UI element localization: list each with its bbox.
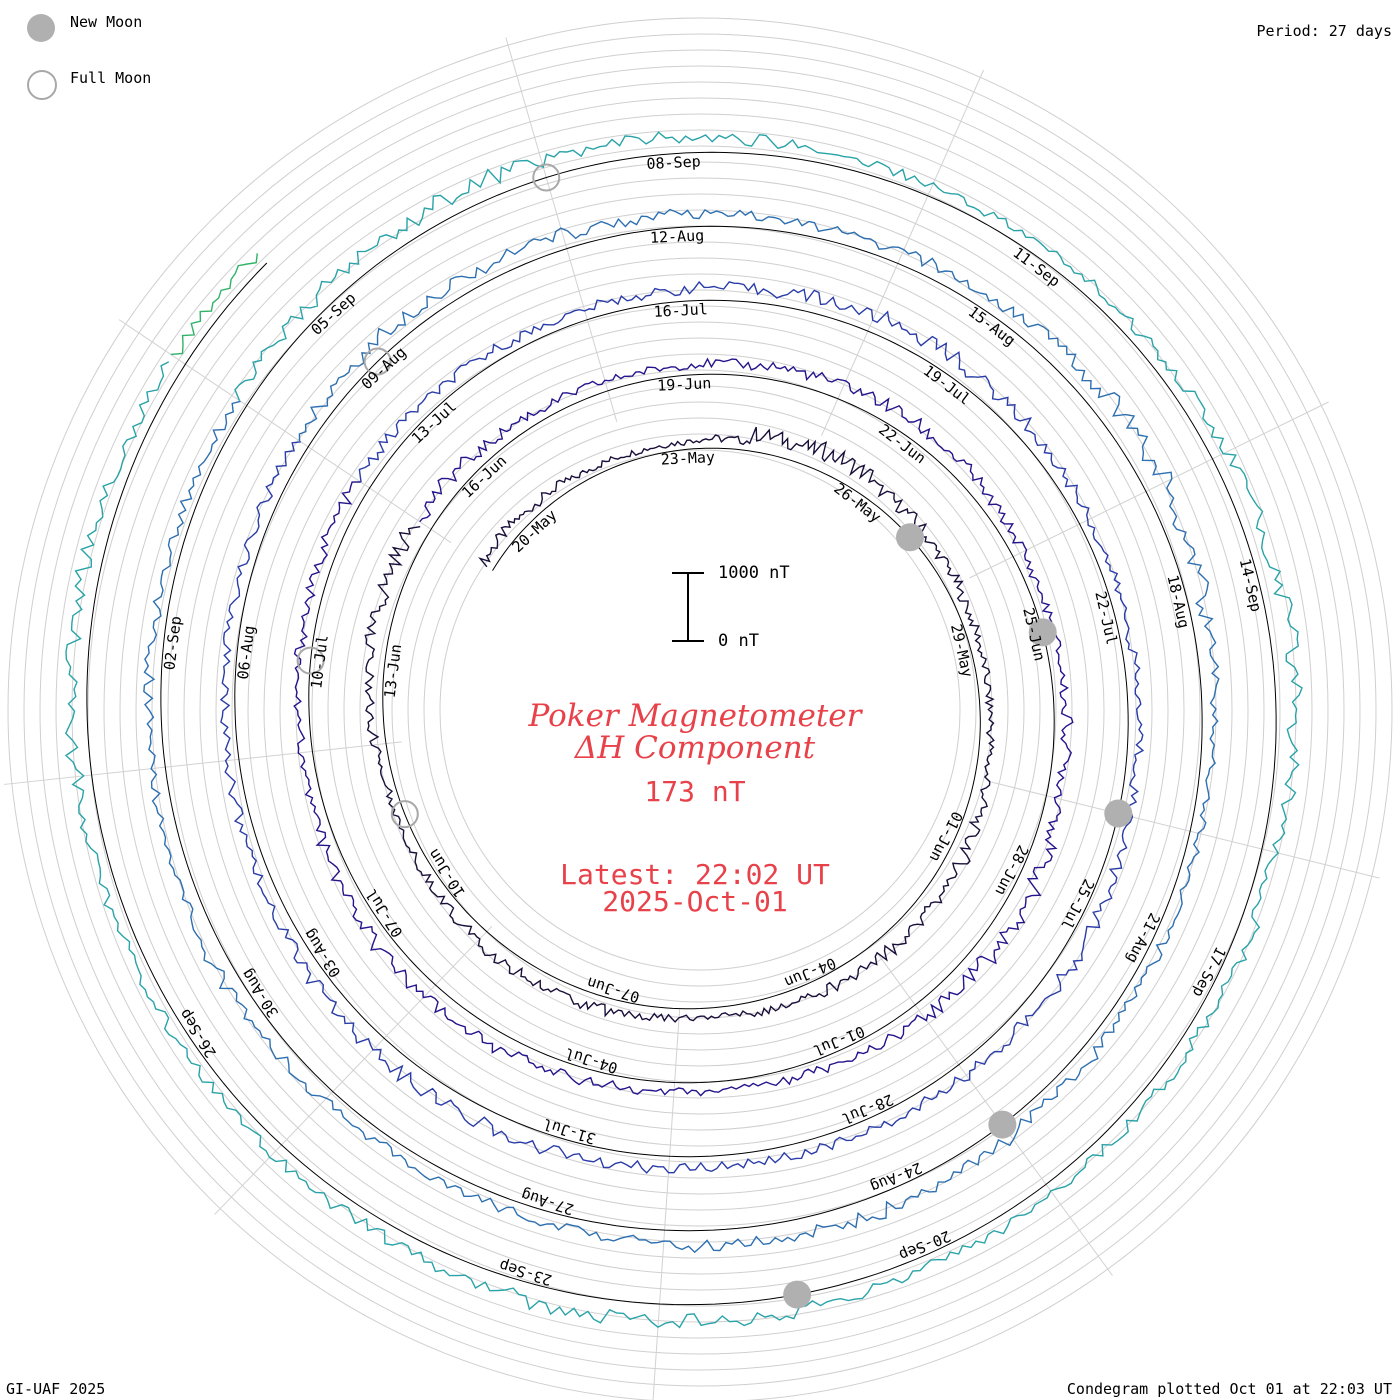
radial-spoke xyxy=(652,1009,681,1400)
new-moon-legend-label: New Moon xyxy=(70,13,143,31)
period-label: Period: 27 days xyxy=(1256,22,1392,40)
scale-bar xyxy=(672,572,704,642)
grid-circle xyxy=(167,177,1233,1243)
date-label: 12-Aug xyxy=(650,226,705,247)
date-label: 15-Aug xyxy=(965,303,1019,350)
grid-circle xyxy=(247,257,1153,1163)
grid-circle xyxy=(39,49,1361,1371)
grid-circle xyxy=(343,353,1057,1067)
date-label: 22-Jun xyxy=(875,420,929,467)
date-label: 01-Jun xyxy=(926,808,967,864)
date-label: 21-Aug xyxy=(1123,910,1164,966)
date-label: 26-May xyxy=(830,479,884,526)
new-moon-marker xyxy=(1028,618,1057,647)
activity-trace xyxy=(143,208,1220,1254)
grid-circle xyxy=(295,305,1105,1115)
radial-spoke xyxy=(505,37,618,422)
grid-circle xyxy=(439,449,961,971)
date-label: 10-Jul xyxy=(307,634,332,690)
grid-circle xyxy=(71,81,1329,1339)
grid-circle xyxy=(55,65,1345,1355)
grid-circle xyxy=(327,337,1073,1083)
date-label: 29-May xyxy=(947,622,977,679)
date-label: 20-May xyxy=(509,506,561,556)
full-moon-marker xyxy=(363,347,392,376)
grid-circle xyxy=(23,33,1377,1387)
date-label: 26-Sep xyxy=(176,1006,220,1061)
radial-spoke xyxy=(991,781,1380,879)
new-moon-marker xyxy=(783,1280,812,1309)
grid-circle xyxy=(151,161,1249,1259)
scale-bottom-label: 0 nT xyxy=(718,631,759,651)
grid-circle xyxy=(311,321,1089,1099)
radial-spoke xyxy=(214,925,493,1215)
activity-trace xyxy=(364,426,995,1023)
footer-credit: GI-UAF 2025 xyxy=(6,1380,106,1398)
latest-date: 2025-Oct-01 xyxy=(602,885,788,918)
grid-circle xyxy=(135,145,1265,1275)
new-moon-marker xyxy=(988,1110,1017,1139)
full-moon-legend-label: Full Moon xyxy=(70,69,152,87)
date-label: 16-Jun xyxy=(458,452,510,502)
grid-circle xyxy=(391,401,1009,1019)
date-label: 16-Jul xyxy=(653,300,708,321)
date-label: 04-Jun xyxy=(782,954,839,992)
activity-trace xyxy=(64,131,1303,1329)
full-moon-legend-icon xyxy=(27,70,57,100)
grid-circle xyxy=(87,97,1313,1323)
grid-circle xyxy=(119,129,1281,1291)
baseline-spiral xyxy=(86,151,1277,1306)
grid-circle xyxy=(423,433,977,987)
full-moon-marker xyxy=(296,646,325,675)
activity-trace xyxy=(170,253,258,356)
date-label: 05-Sep xyxy=(308,289,360,339)
grid-circle xyxy=(7,17,1393,1400)
grid-circle xyxy=(279,289,1121,1131)
date-label: 22-Jul xyxy=(1091,590,1121,647)
date-label: 23-May xyxy=(660,448,715,469)
radial-spoke xyxy=(3,741,402,785)
moon-layer xyxy=(296,163,1133,1309)
baseline-spiral-layer xyxy=(86,151,1277,1306)
trace-layer xyxy=(64,131,1303,1329)
activity-trace xyxy=(293,357,1074,1097)
date-label: 24-Aug xyxy=(868,1159,925,1197)
footer-plot-time: Condegram plotted Oct 01 at 22:03 UT xyxy=(1066,1380,1392,1398)
grid-circle xyxy=(263,273,1137,1147)
chart-subtitle: ΔH Component xyxy=(574,730,816,766)
full-moon-marker xyxy=(532,163,561,192)
date-label: 25-Jul xyxy=(1057,876,1098,932)
date-label: 23-Sep xyxy=(497,1256,554,1289)
new-moon-marker xyxy=(896,523,925,552)
date-label: 01-Jul xyxy=(810,1022,867,1060)
latest-time: Latest: 22:02 UT xyxy=(560,858,830,891)
radial-spoke xyxy=(821,69,985,436)
date-label: 28-Jul xyxy=(839,1090,896,1128)
spoke-layer xyxy=(3,37,1380,1400)
date-label: 13-Jun xyxy=(381,643,406,699)
grid-circle xyxy=(199,209,1201,1211)
new-moon-marker xyxy=(1104,799,1133,828)
date-label: 18-Aug xyxy=(1163,573,1193,630)
grid-circle xyxy=(375,385,1025,1035)
date-label: 14-Sep xyxy=(1236,557,1266,614)
grid-circle xyxy=(231,241,1169,1179)
chart-title: Poker Magnetometer xyxy=(528,698,862,734)
full-moon-marker xyxy=(390,800,419,829)
current-value: 173 nT xyxy=(644,775,746,808)
radial-spoke xyxy=(118,319,452,544)
activity-trace xyxy=(219,280,1145,1174)
date-label: 08-Sep xyxy=(646,152,701,173)
grid-circle xyxy=(407,417,993,1003)
scale-top-label: 1000 nT xyxy=(718,563,790,583)
date-label: 20-Sep xyxy=(896,1227,953,1265)
radial-spoke xyxy=(969,401,1329,579)
grid-circle xyxy=(359,369,1041,1051)
date-label: 19-Jun xyxy=(657,374,712,395)
new-moon-legend-icon xyxy=(27,14,55,42)
grid-layer xyxy=(7,17,1393,1400)
date-label: 06-Aug xyxy=(234,624,259,680)
date-label: 02-Sep xyxy=(160,615,185,671)
